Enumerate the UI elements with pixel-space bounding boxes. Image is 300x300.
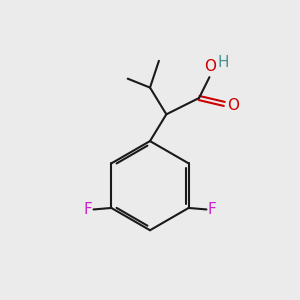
Text: F: F [208,202,217,217]
Text: O: O [204,58,216,74]
Text: O: O [227,98,239,113]
Text: H: H [218,55,229,70]
Text: F: F [83,202,92,217]
